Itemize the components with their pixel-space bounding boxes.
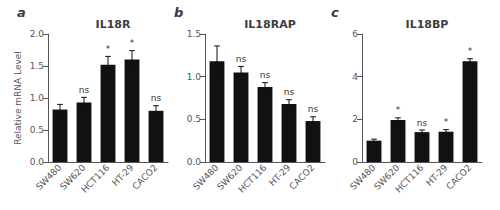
svg-text:IL18BP: IL18BP — [406, 18, 449, 31]
svg-text:HCT116: HCT116 — [393, 162, 425, 194]
svg-text:ns: ns — [417, 118, 428, 128]
svg-text:CACO2: CACO2 — [444, 162, 473, 191]
svg-text:SW480: SW480 — [348, 162, 378, 192]
svg-text:*: * — [106, 44, 111, 54]
svg-text:0.0: 0.0 — [187, 157, 202, 167]
svg-text:SW480: SW480 — [34, 162, 64, 192]
svg-text:*: * — [468, 46, 473, 56]
svg-text:ns: ns — [79, 85, 90, 95]
svg-text:0.5: 0.5 — [30, 125, 44, 135]
svg-text:IL18R: IL18R — [96, 18, 131, 31]
svg-text:CACO2: CACO2 — [130, 162, 159, 191]
svg-text:HT-29: HT-29 — [424, 162, 450, 188]
svg-text:HT-29: HT-29 — [267, 162, 293, 188]
svg-text:2: 2 — [352, 114, 358, 124]
svg-text:ns: ns — [284, 87, 295, 97]
svg-text:4: 4 — [352, 72, 358, 82]
svg-text:SW620: SW620 — [58, 162, 88, 192]
svg-text:c: c — [331, 5, 339, 20]
svg-text:CACO2: CACO2 — [287, 162, 316, 191]
svg-text:0.5: 0.5 — [187, 114, 201, 124]
svg-text:*: * — [444, 117, 449, 127]
svg-text:IL18RAP: IL18RAP — [244, 18, 295, 31]
svg-text:1.5: 1.5 — [30, 61, 44, 71]
svg-text:0.0: 0.0 — [30, 157, 45, 167]
svg-text:a: a — [17, 5, 26, 20]
svg-text:0: 0 — [352, 157, 358, 167]
svg-text:SW620: SW620 — [372, 162, 402, 192]
svg-text:b: b — [174, 5, 183, 20]
svg-text:1.5: 1.5 — [187, 29, 201, 39]
svg-text:*: * — [396, 105, 401, 115]
svg-text:1.0: 1.0 — [30, 93, 45, 103]
svg-text:ns: ns — [151, 93, 162, 103]
svg-text:ns: ns — [308, 104, 319, 114]
svg-text:ns: ns — [236, 54, 247, 64]
svg-text:Relative mRNA Level: Relative mRNA Level — [13, 51, 23, 145]
svg-text:HCT116: HCT116 — [79, 162, 111, 194]
svg-text:ns: ns — [260, 70, 271, 80]
svg-text:HT-29: HT-29 — [110, 162, 136, 188]
svg-text:2.0: 2.0 — [30, 29, 45, 39]
svg-text:*: * — [130, 38, 135, 48]
svg-text:6: 6 — [352, 29, 358, 39]
svg-text:1.0: 1.0 — [187, 72, 202, 82]
svg-text:SW620: SW620 — [215, 162, 245, 192]
svg-text:HCT116: HCT116 — [236, 162, 268, 194]
svg-text:SW480: SW480 — [191, 162, 221, 192]
